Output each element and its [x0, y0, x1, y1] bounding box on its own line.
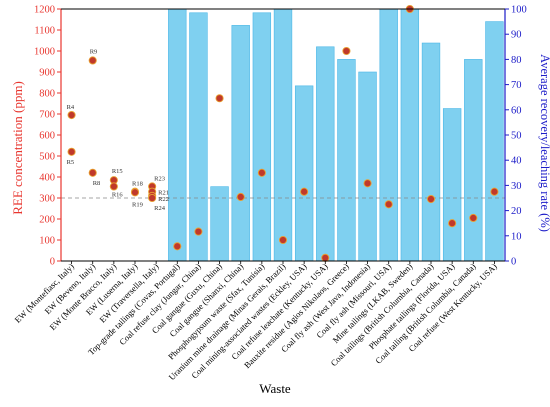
point-label-r18: R18 [132, 181, 143, 188]
left-tick-label: 700 [39, 110, 55, 121]
point-0 [173, 242, 182, 251]
right-tick-label: 80 [511, 55, 522, 66]
point-label-r5: R5 [67, 159, 75, 166]
right-axis-title: Average recovery/leaching rate (%) [538, 54, 550, 232]
left-tick-label: 1200 [34, 5, 55, 16]
point-5 [278, 235, 288, 245]
right-tick-label: 70 [511, 80, 522, 91]
point-label-r21: R21 [158, 190, 169, 197]
point-label-r15: R15 [112, 168, 123, 175]
point-3 [236, 192, 245, 201]
left-tick-label: 900 [39, 68, 55, 79]
point-label-r24: R24 [154, 205, 166, 212]
point-1 [194, 227, 203, 236]
right-tick-label: 30 [511, 181, 522, 192]
bar-6 [294, 85, 314, 262]
bar-13 [442, 108, 462, 262]
point-9 [363, 179, 372, 188]
bar-3 [231, 25, 250, 262]
right-tick-label: 0 [511, 257, 516, 268]
point-label-r16: R16 [112, 191, 124, 198]
point-13 [448, 219, 457, 228]
point-8 [342, 46, 351, 56]
ew-point-5 [109, 182, 118, 191]
left-tick-label: 0 [50, 257, 55, 268]
ew-point-1 [67, 147, 76, 156]
right-tick-label: 90 [511, 30, 522, 41]
bar-15 [485, 21, 504, 262]
point-10 [384, 200, 393, 209]
left-tick-label: 400 [39, 173, 55, 184]
right-tick-label: 20 [511, 206, 522, 217]
bar-8 [337, 59, 356, 262]
bar-10 [379, 8, 398, 262]
left-tick-label: 1100 [34, 26, 55, 37]
point-15 [490, 187, 499, 196]
right-tick-label: 10 [511, 231, 522, 242]
right-tick-label: 50 [511, 131, 522, 142]
left-tick-label: 300 [39, 194, 55, 205]
right-tick-label: 100 [511, 5, 527, 16]
ew-point-11 [148, 193, 157, 203]
bar-0 [168, 8, 187, 262]
bar-12 [421, 42, 441, 262]
point-label-r4: R4 [67, 104, 75, 111]
x-axis-title: Waste [259, 381, 291, 396]
ew-point-2 [88, 56, 97, 65]
bar-layer [168, 8, 504, 262]
left-tick-label: 600 [39, 131, 55, 142]
point-label-r22: R22 [158, 196, 169, 203]
left-tick-label: 1000 [34, 47, 55, 58]
bar-14 [464, 59, 483, 262]
left-tick-label: 200 [39, 215, 55, 226]
point-7 [321, 253, 330, 262]
point-label-r19: R19 [132, 201, 143, 208]
bar-5 [273, 8, 293, 262]
ew-point-3 [88, 168, 97, 177]
left-tick-label: 800 [39, 89, 55, 100]
left-tick-label: 100 [39, 236, 55, 247]
point-4 [257, 168, 266, 177]
left-tick-label: 500 [39, 152, 55, 163]
point-label-r9: R9 [90, 48, 98, 55]
point-6 [300, 187, 309, 196]
point-14 [469, 213, 478, 222]
point-2 [215, 94, 224, 103]
left-axis-title: REE concentration (ppm) [10, 81, 25, 215]
ew-point-7 [130, 188, 140, 197]
ew-point-0 [67, 111, 76, 120]
bar-7 [316, 46, 335, 262]
bar-11 [400, 8, 420, 262]
point-label-r23: R23 [154, 175, 165, 182]
bar-1 [189, 12, 208, 262]
bar-9 [358, 71, 377, 262]
point-label-r8: R8 [93, 180, 101, 187]
bar-4 [252, 12, 272, 262]
right-tick-label: 40 [511, 156, 522, 167]
right-tick-label: 60 [511, 105, 522, 116]
point-12 [426, 194, 436, 204]
